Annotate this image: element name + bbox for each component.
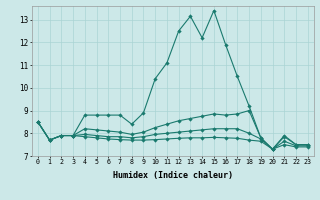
X-axis label: Humidex (Indice chaleur): Humidex (Indice chaleur)	[113, 171, 233, 180]
